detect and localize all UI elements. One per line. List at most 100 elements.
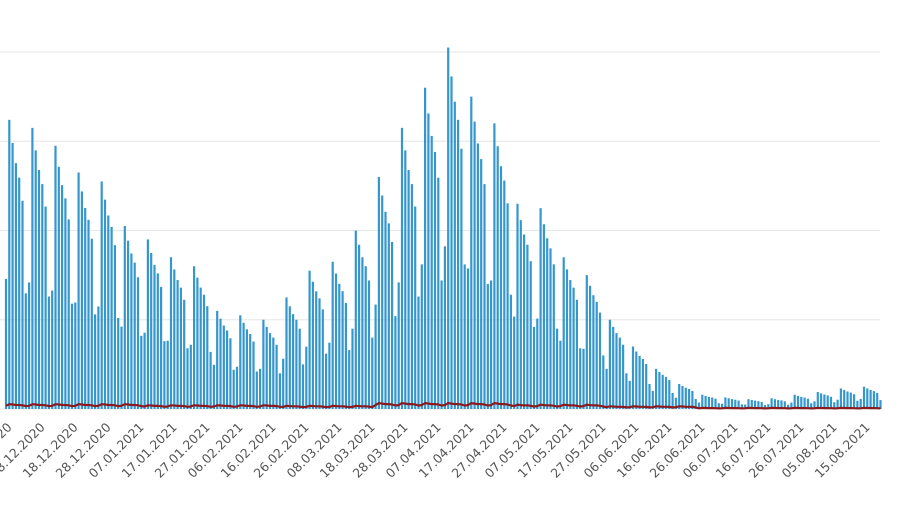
bar: [648, 384, 651, 409]
bar: [143, 332, 146, 409]
bar: [64, 198, 67, 409]
bar: [638, 355, 641, 409]
bar: [526, 244, 529, 409]
bar: [315, 291, 318, 409]
bar: [750, 399, 753, 409]
bar: [757, 401, 760, 409]
bar: [219, 318, 222, 409]
bar: [285, 297, 288, 409]
bar: [760, 401, 763, 409]
bar: [453, 101, 456, 409]
bar: [146, 239, 149, 409]
bar: [54, 145, 57, 409]
bar: [325, 353, 328, 409]
bar: [836, 399, 839, 409]
bar: [47, 296, 50, 409]
bar: [199, 287, 202, 409]
bar: [552, 264, 555, 409]
bar: [107, 215, 110, 409]
bar: [635, 351, 638, 409]
bar: [483, 184, 486, 409]
bar: [235, 366, 239, 409]
bar: [460, 148, 463, 409]
bar: [876, 392, 879, 409]
bar: [169, 257, 173, 409]
bar: [536, 318, 539, 409]
bar: [377, 176, 380, 409]
bar: [631, 346, 635, 409]
bar: [344, 302, 347, 409]
bar: [740, 404, 743, 409]
bar: [754, 400, 757, 409]
bar: [196, 277, 199, 409]
bar: [51, 290, 54, 409]
bar: [806, 398, 809, 409]
bar: [278, 373, 281, 409]
bar: [490, 280, 493, 409]
bar: [14, 163, 17, 409]
bar: [24, 293, 27, 409]
bar: [226, 330, 229, 409]
bar: [252, 341, 255, 409]
bar: [589, 285, 592, 409]
bar: [166, 340, 169, 409]
bar: [288, 306, 291, 409]
bar: [790, 402, 793, 409]
bar: [437, 177, 440, 409]
bar: [820, 393, 823, 409]
bar: [301, 364, 305, 409]
bar: [565, 269, 569, 409]
bar: [84, 207, 87, 409]
bar: [229, 338, 232, 409]
bar: [486, 284, 489, 409]
bar: [8, 119, 11, 409]
bar: [658, 372, 661, 409]
bar: [711, 397, 714, 409]
bar: [282, 358, 285, 409]
bar: [239, 315, 242, 409]
bar: [77, 172, 80, 409]
bar: [572, 287, 575, 409]
bar: [470, 96, 473, 409]
bar: [351, 328, 354, 409]
bar: [780, 400, 783, 409]
bar: [582, 348, 585, 409]
bar: [450, 76, 453, 409]
bar: [787, 404, 790, 409]
bar: [622, 344, 625, 409]
bar: [292, 314, 295, 409]
bar: [61, 185, 64, 409]
bar: [67, 219, 70, 409]
bar: [859, 398, 862, 409]
bar: [321, 309, 324, 409]
bar: [869, 389, 872, 409]
bar: [133, 262, 136, 409]
bar: [721, 403, 724, 409]
bar: [641, 359, 644, 409]
bar: [255, 371, 258, 409]
bar: [245, 329, 248, 409]
bar: [529, 261, 532, 409]
bar: [305, 346, 308, 409]
bar: [216, 310, 219, 409]
bar: [704, 395, 707, 409]
bar: [476, 143, 479, 409]
bar: [262, 319, 265, 409]
bar: [879, 400, 882, 409]
bar: [242, 322, 245, 409]
bar: [381, 195, 384, 409]
bar: [856, 400, 859, 409]
bar: [176, 280, 179, 409]
bar: [391, 241, 394, 409]
bar: [592, 295, 595, 409]
bar: [140, 335, 143, 409]
bar: [367, 280, 371, 409]
bar: [767, 404, 770, 409]
bar: [384, 211, 387, 409]
bar: [678, 384, 681, 409]
bar: [110, 226, 113, 409]
bar: [559, 340, 562, 409]
bar: [404, 150, 407, 409]
bar: [417, 296, 420, 409]
bar: [770, 398, 773, 409]
